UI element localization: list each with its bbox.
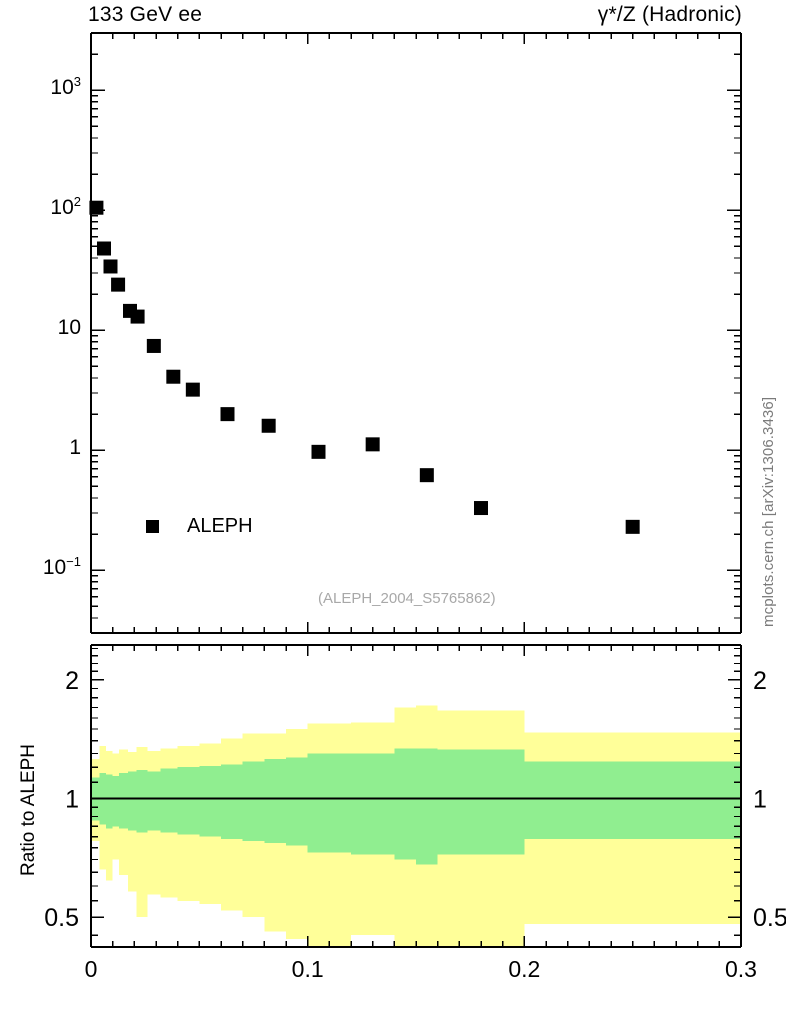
ratio-y-tick-label-right-2: 0.5 xyxy=(753,904,786,932)
data-point-marker xyxy=(146,338,161,353)
ratio-y-tick-label-left-2: 0.5 xyxy=(44,904,79,932)
ratio-band-inner-bin xyxy=(112,776,120,827)
main-y-tick-label-0: 103 xyxy=(50,74,81,100)
ratio-band-inner-bin xyxy=(136,770,148,833)
ratio-band-inner-bin xyxy=(394,748,416,860)
ratio-band-inner-bin xyxy=(160,768,178,833)
ratio-y-axis-label: Ratio to ALEPH xyxy=(18,743,39,876)
x-tick-label-2: 0.2 xyxy=(508,956,540,982)
data-point-marker xyxy=(103,259,118,274)
ratio-band-inner-bin xyxy=(221,764,243,839)
ratio-band-inner-bin xyxy=(329,753,351,853)
ratio-band-inner-bin xyxy=(106,774,113,829)
data-point-marker xyxy=(261,418,276,433)
ratio-y-tick-label-right-0: 2 xyxy=(753,667,767,695)
data-point-marker xyxy=(625,519,640,534)
legend-label-aleph: ALEPH xyxy=(187,515,253,537)
x-tick-label-3: 0.3 xyxy=(725,956,757,982)
legend: ALEPH xyxy=(146,515,253,538)
ratio-band-inner-bin xyxy=(416,748,438,865)
ratio-ylabel-container: Ratio to ALEPH xyxy=(18,700,40,880)
data-point-marker xyxy=(166,369,181,384)
header-right-title: γ*/Z (Hadronic) xyxy=(597,3,742,26)
ratio-band-inner-bin xyxy=(286,757,308,846)
data-point-marker xyxy=(220,407,235,422)
ratio-band-inner-bin xyxy=(264,758,286,844)
data-series-aleph xyxy=(89,200,640,534)
x-tick-label-0: 0 xyxy=(85,956,98,982)
ratio-y-tick-label-left-0: 2 xyxy=(65,667,79,695)
data-point-marker xyxy=(365,437,380,452)
main-y-tick-label-4: 10−1 xyxy=(42,554,81,580)
main-y-tick-label-2: 10 xyxy=(57,316,81,340)
data-point-marker xyxy=(111,277,126,292)
main-y-tick-label-1: 102 xyxy=(50,194,81,220)
ratio-y-tick-label-left-1: 1 xyxy=(65,785,79,813)
side-watermark: mcplots.cern.ch [arXiv:1306.3436] xyxy=(760,396,777,627)
ratio-band-inner-bin xyxy=(481,749,525,855)
ratio-band-inner-bin xyxy=(351,753,395,855)
analysis-watermark: (ALEPH_2004_S5765862) xyxy=(318,590,496,607)
side-watermark-container: mcplots.cern.ch [arXiv:1306.3436] xyxy=(744,335,777,627)
data-point-marker xyxy=(419,468,434,483)
ratio-band-inner-bin xyxy=(307,753,330,853)
main-y-tick-label-3: 1 xyxy=(69,436,81,460)
legend-marker-square xyxy=(146,520,159,533)
data-point-marker xyxy=(130,309,145,324)
ratio-band-inner-bin xyxy=(127,771,137,831)
data-point-marker xyxy=(474,501,488,516)
ratio-band-inner-bin xyxy=(437,749,481,855)
x-tick-label-1: 0.1 xyxy=(292,956,324,982)
data-point-marker xyxy=(89,200,104,215)
data-point-marker xyxy=(97,241,111,256)
ratio-band-inner-bin xyxy=(147,771,161,831)
data-point-marker xyxy=(185,382,200,397)
data-point-marker xyxy=(311,444,326,459)
ratio-band-inner-bin xyxy=(242,761,265,841)
ratio-band-inner-bin xyxy=(119,773,128,829)
ratio-y-tick-label-right-1: 1 xyxy=(753,785,767,813)
ratio-band-inner-bin xyxy=(524,761,741,839)
ratio-band-inner-bin xyxy=(177,767,200,835)
header-left-title: 133 GeV ee xyxy=(88,3,203,26)
ratio-band-inner-bin xyxy=(199,765,221,837)
